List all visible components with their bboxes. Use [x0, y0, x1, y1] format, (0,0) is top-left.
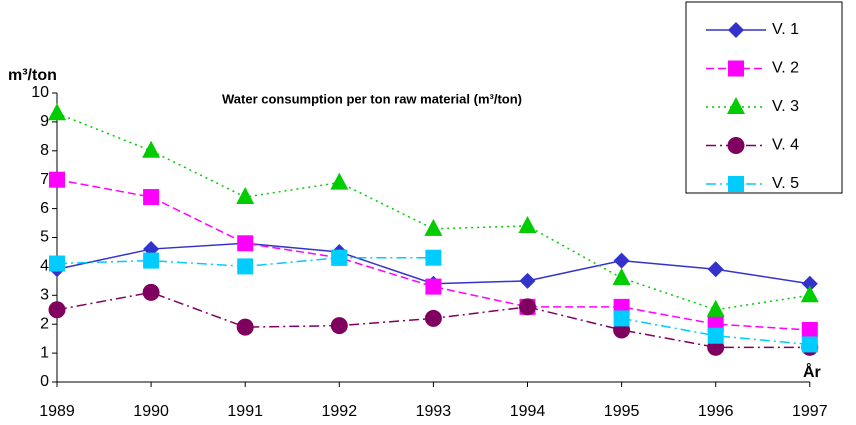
marker — [728, 176, 744, 192]
marker — [707, 261, 724, 278]
y-tick-label: 6 — [40, 200, 49, 217]
marker — [142, 140, 161, 158]
marker — [519, 272, 536, 289]
y-tick-label: 1 — [40, 344, 49, 361]
x-tick-label: 1995 — [604, 403, 640, 420]
legend-label: V. 2 — [772, 60, 799, 77]
series-line — [56, 256, 810, 346]
marker — [49, 171, 65, 188]
marker — [48, 301, 66, 319]
marker — [236, 318, 254, 336]
marker — [727, 137, 745, 154]
marker — [424, 218, 443, 236]
marker — [707, 327, 724, 344]
y-tick-label: 3 — [40, 287, 49, 304]
marker — [800, 285, 819, 303]
y-axis-label: m³/ton — [8, 67, 57, 84]
y-tick-label: 0 — [40, 373, 49, 390]
x-tick-label: 1993 — [416, 403, 452, 420]
marker — [143, 189, 160, 206]
y-tick-label: 4 — [40, 258, 49, 275]
marker — [237, 235, 254, 252]
marker — [519, 298, 536, 316]
x-tick-label: 1989 — [39, 403, 75, 420]
marker — [330, 317, 348, 335]
y-tick-label: 9 — [40, 113, 49, 130]
marker — [613, 252, 630, 269]
marker — [518, 215, 537, 233]
y-tick-label: 10 — [31, 84, 49, 101]
y-tick-label: 8 — [40, 142, 49, 159]
marker — [613, 310, 630, 327]
marker — [49, 255, 65, 272]
y-tick-label: 7 — [40, 171, 49, 188]
legend-label: V. 5 — [772, 175, 799, 192]
x-tick-label: 1990 — [133, 403, 169, 420]
y-tick-label: 5 — [40, 229, 49, 246]
marker — [143, 252, 160, 269]
chart-title: Water consumption per ton raw material (… — [222, 91, 522, 106]
legend-label: V. 3 — [772, 98, 799, 115]
marker — [237, 258, 254, 275]
y-tick-label: 2 — [40, 315, 49, 332]
marker — [706, 299, 725, 317]
marker — [801, 336, 818, 353]
marker — [728, 60, 744, 77]
marker — [727, 97, 745, 114]
series-line — [56, 178, 810, 331]
marker — [236, 187, 255, 205]
legend-label: V. 1 — [772, 21, 799, 38]
x-tick-label: 1996 — [698, 403, 734, 420]
legend-label: V. 4 — [772, 137, 799, 154]
legend-box — [685, 1, 843, 194]
marker — [612, 267, 631, 285]
marker — [48, 103, 66, 121]
marker — [330, 172, 349, 190]
x-tick-label: 1997 — [792, 403, 828, 420]
marker — [801, 275, 818, 292]
x-tick-label: 1994 — [510, 403, 546, 420]
marker — [728, 22, 744, 38]
marker — [142, 283, 160, 301]
marker — [801, 321, 818, 338]
marker — [424, 309, 442, 327]
x-axis-label: År — [803, 362, 821, 381]
x-tick-label: 1992 — [322, 403, 358, 420]
x-tick-label: 1991 — [227, 403, 263, 420]
marker — [331, 249, 348, 266]
marker — [425, 278, 442, 295]
marker — [425, 249, 442, 266]
